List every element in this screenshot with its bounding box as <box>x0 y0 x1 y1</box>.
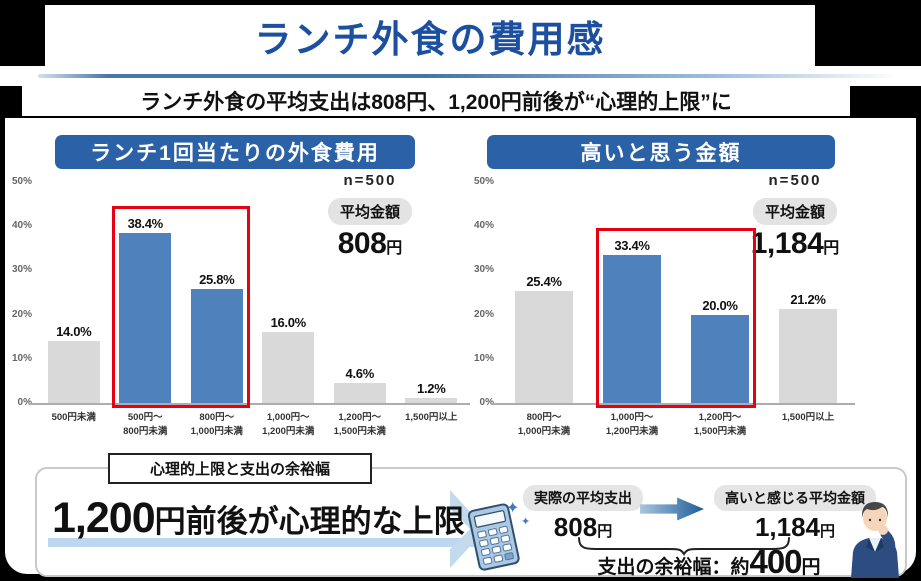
highlight-box <box>596 228 756 408</box>
bar <box>47 341 100 403</box>
thinking-person-illustration <box>851 502 899 578</box>
bar-value-label: 14.0% <box>56 324 92 339</box>
sparkle-icon: ✦ <box>506 500 520 517</box>
perceived-amount-group: 高いと感じる平均金額 1,184円 <box>708 485 882 543</box>
average-amount: 1,184円 <box>750 227 840 260</box>
claim-underline <box>48 538 480 547</box>
divider-strip <box>0 66 921 86</box>
actual-spend-group: 実際の平均支出 808円 <box>523 485 643 543</box>
chart-title: ランチ1回当たりの外食費用 <box>90 142 380 165</box>
summary-tag-box: 心理的上限と支出の余裕幅 <box>108 453 372 484</box>
bar <box>262 332 315 403</box>
bar <box>515 291 573 403</box>
average-amount: 808円 <box>337 227 403 260</box>
bar-value-label: 21.2% <box>790 292 826 307</box>
x-axis-category-label: 800円～ 1,000円未満 <box>190 412 243 437</box>
x-axis-category-label: 500円未満 <box>51 412 96 423</box>
x-axis-category-label: 1,200円～ 1,500円未満 <box>333 412 386 437</box>
chart-header-expensive-amount: 高いと思う金額 <box>487 135 835 169</box>
divider-line <box>38 74 900 78</box>
x-axis-category-label: 500円～ 800円未満 <box>123 412 168 437</box>
claim-text: 1,200円前後が心理的な上限 <box>52 494 465 542</box>
highlight-box <box>112 206 250 408</box>
y-axis-tick: 10% <box>473 352 494 364</box>
bar <box>119 233 172 403</box>
y-axis-tick: 50% <box>473 176 494 187</box>
chart-header-lunch-cost: ランチ1回当たりの外食費用 <box>55 135 415 169</box>
x-axis-category-label: 1,200円～ 1,500円未満 <box>693 412 747 437</box>
subtitle-box: ランチ外食の平均支出は808円、1,200円前後が“心理的上限”に <box>22 86 850 116</box>
perceived-amount-label: 高いと感じる平均金額 <box>714 485 876 511</box>
bar-value-label: 20.0% <box>702 298 738 313</box>
sample-size-label: n=500 <box>343 172 397 189</box>
x-axis-category-label: 1,500円以上 <box>405 412 458 423</box>
y-axis-tick: 20% <box>473 308 494 320</box>
bar-value-label: 33.4% <box>614 238 650 253</box>
perceived-amount-value: 1,184円 <box>754 512 836 542</box>
bar-value-label: 38.4% <box>127 216 164 231</box>
bar <box>691 315 749 403</box>
bar <box>333 383 386 403</box>
page-title: ランチ外食の費用感 <box>254 18 606 60</box>
page-subtitle: ランチ外食の平均支出は808円、1,200円前後が“心理的上限”に <box>140 91 732 114</box>
bar <box>779 309 837 403</box>
chart-title: 高いと思う金額 <box>580 142 742 165</box>
average-badge: 平均金額 <box>752 198 837 225</box>
brace-icon <box>578 537 790 556</box>
x-axis-category-label: 1,000円～ 1,200円未満 <box>262 412 315 437</box>
sample-size-label: n=500 <box>768 172 822 189</box>
bar <box>603 255 661 403</box>
x-axis-line <box>491 403 855 405</box>
bar-value-label: 25.8% <box>199 272 235 287</box>
y-axis-tick: 20% <box>11 308 32 320</box>
bar <box>405 398 458 403</box>
average-box-lunch-cost: n=500 平均金額 808円 <box>320 166 420 282</box>
y-axis-tick: 30% <box>11 264 32 276</box>
y-axis-tick: 0% <box>17 397 32 408</box>
summary-tag-label: 心理的上限と支出の余裕幅 <box>149 461 330 478</box>
title-box: ランチ外食の費用感 <box>45 5 815 66</box>
x-axis-category-label: 1,500円以上 <box>781 412 835 423</box>
y-axis-tick: 40% <box>473 220 494 232</box>
y-axis-tick: 0% <box>479 397 494 408</box>
x-axis-category-label: 800円～ 1,000円未満 <box>517 412 571 437</box>
bar-value-label: 25.4% <box>526 274 562 289</box>
y-axis-tick: 10% <box>11 352 32 364</box>
x-axis-category-label: 1,000円～ 1,200円未満 <box>605 412 659 437</box>
average-badge: 平均金額 <box>327 198 412 225</box>
y-axis-tick: 50% <box>11 176 32 187</box>
bar-value-label: 16.0% <box>270 315 307 330</box>
calculator-icon <box>467 503 520 571</box>
sparkle-icon: ✦ <box>521 516 531 528</box>
spending-margin-text: 支出の余裕幅：約400円 <box>597 543 821 580</box>
bar-value-label: 1.2% <box>417 381 446 396</box>
bar-value-label: 4.6% <box>345 366 375 381</box>
y-axis-tick: 40% <box>11 220 32 232</box>
actual-spend-amount: 808円 <box>553 512 613 542</box>
bar <box>190 289 243 403</box>
actual-spend-label: 実際の平均支出 <box>523 485 643 511</box>
y-axis-tick: 30% <box>473 264 494 276</box>
